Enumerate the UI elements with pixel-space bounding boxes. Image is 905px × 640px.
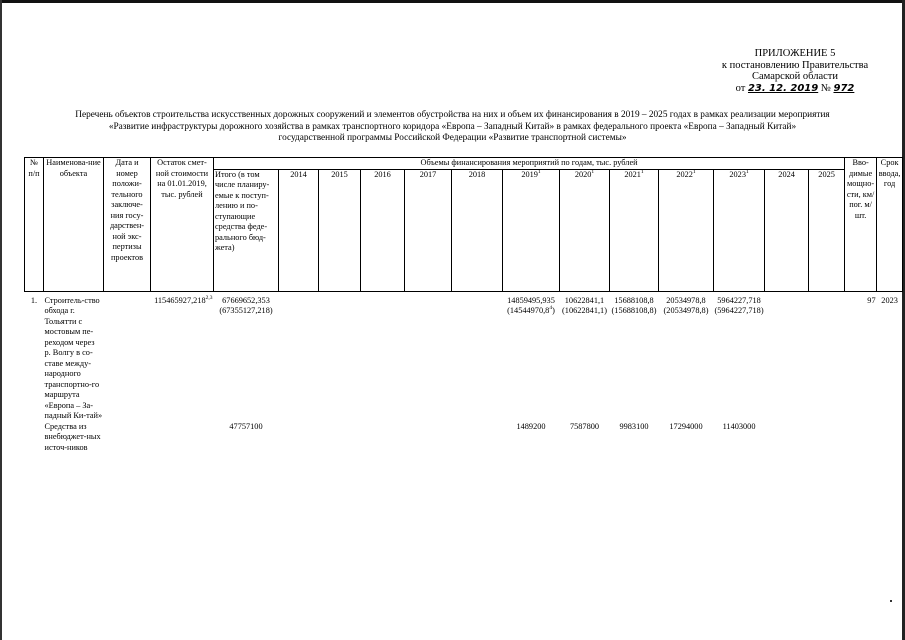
header-expertise: Дата и номер положи-тельного заключе-ния… [103, 157, 151, 292]
title-line-2: «Развитие инфраструктуры дорожного хозяй… [108, 121, 797, 132]
cell-expertise [104, 291, 151, 422]
scan-border-right [902, 0, 905, 640]
table-row: Средства из внебюджет-ных источ-ников 47… [25, 422, 903, 454]
cell-2021: 15688108,8 (15688108,8) [611, 295, 657, 316]
title-line-3: государственной программы Российской Фед… [278, 133, 627, 143]
cell-2023: 11403000 [722, 421, 756, 431]
date-prefix: от [735, 82, 746, 94]
annex-block: ПРИЛОЖЕНИЕ 5 к постановлению Правительст… [690, 48, 900, 94]
cell-2020: 7587800 [569, 421, 600, 431]
cell-total: 47757100 [229, 421, 263, 431]
annex-title: ПРИЛОЖЕНИЕ 5 [754, 48, 836, 59]
cell-2021: 9983100 [619, 421, 649, 431]
financing-table: № п/п Наименова-ние объекта Дата и номер… [24, 157, 904, 454]
cell-num: 1. [30, 295, 38, 305]
handwritten-number: 972 [833, 82, 855, 94]
scan-speck [890, 600, 892, 602]
header-term: Срок ввода, год [876, 157, 904, 292]
header-year-2018: 2018 [451, 168, 503, 292]
header-total: Итого (в том числе планиру-емые к поступ… [213, 168, 279, 292]
header-name: Наименова-ние объекта [43, 157, 104, 292]
annex-resolution: к постановлению Правительства [721, 59, 869, 71]
scan-border-top [0, 0, 905, 3]
cell-total: 67669652,353 (67355127,218) [219, 295, 273, 316]
cell-name: Строитель-ство обхода г. Тольятти с мост… [44, 295, 103, 421]
header-financing-group: Объемы финансирования мероприятий по год… [212, 157, 846, 170]
header-year-2025: 2025 [808, 168, 846, 292]
number-prefix: № [820, 82, 831, 94]
cell-remainder: 115465927,2182,3 [154, 294, 213, 305]
scan-border-left [0, 0, 2, 640]
header-num: № п/п [24, 157, 44, 292]
cell-2023: 5964227,718 (5964227,718) [714, 295, 764, 316]
header-year-2022: 20221 [658, 168, 714, 292]
header-year-2016: 2016 [360, 168, 405, 292]
header-year-2023: 20231 [712, 168, 766, 292]
cell-2020: 10622841,1 (10622841,1) [562, 295, 607, 316]
header-year-2021: 20211 [609, 168, 659, 292]
cell-name: Средства из внебюджет-ных источ-ников [44, 421, 101, 452]
annex-date-line: от 23. 12. 2019 № 972 [690, 83, 900, 95]
header-year-2020: 20201 [559, 168, 610, 292]
header-year-2014: 2014 [278, 168, 319, 292]
cell-2019: 1489200 [516, 421, 546, 431]
cell-capacity: 97 [867, 295, 876, 305]
title-line-1: Перечень объектов строительства искусств… [75, 110, 830, 120]
table-row: 1. Строитель-ство обхода г. Тольятти с м… [25, 291, 903, 422]
header-year-2019: 20191 [502, 168, 560, 292]
header-year-2017: 2017 [404, 168, 452, 292]
cell-2022: 17294000 [669, 421, 703, 431]
cell-term: 2023 [881, 295, 898, 305]
document-title: Перечень объектов строительства искусств… [10, 110, 895, 145]
annex-region: Самарской области [752, 71, 838, 82]
cell-2022: 20534978,8 (20534978,8) [663, 295, 709, 316]
header-year-2024: 2024 [764, 168, 810, 292]
cell-2019: 14859495,935 (14544970,84) [507, 295, 555, 316]
header-capacity: Вво-димые мощно-сти, км/ пог. м/шт. [844, 157, 878, 292]
header-remainder: Остаток смет-ной стоимости на 01.01.2019… [150, 157, 214, 292]
header-year-2015: 2015 [318, 168, 361, 292]
handwritten-date: 23. 12. 2019 [747, 82, 819, 94]
